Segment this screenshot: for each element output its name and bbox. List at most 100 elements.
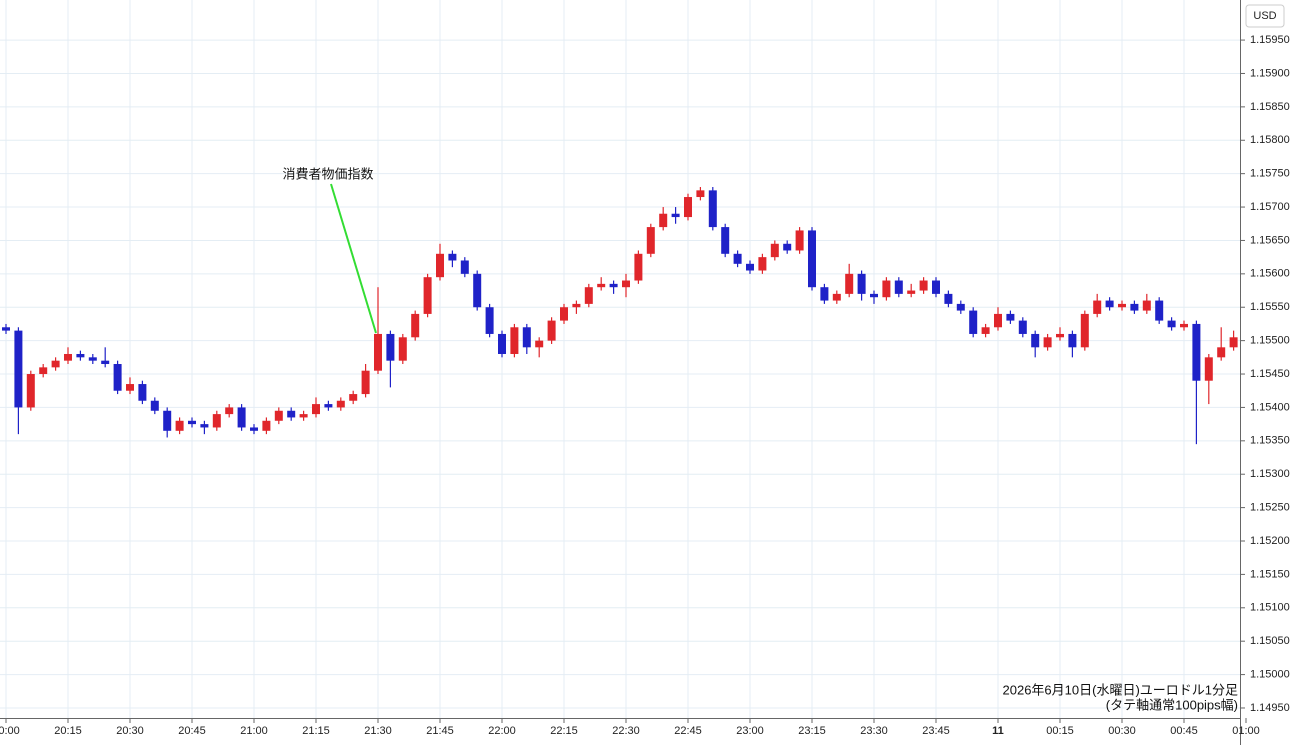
candle-body [907, 290, 916, 294]
candle-body [646, 227, 655, 254]
candle-body [845, 273, 854, 294]
candle-body [721, 227, 730, 254]
candle-body [126, 384, 134, 391]
candle-body [547, 320, 556, 341]
candle-body [312, 404, 320, 415]
currency-label: USD [1253, 10, 1276, 22]
candle-body [671, 213, 680, 218]
candle-body [250, 427, 258, 431]
currency-box [1245, 4, 1285, 28]
candle-body [1006, 313, 1015, 321]
annotation: 消費者物価指数 [282, 166, 373, 181]
candle-body [584, 287, 593, 304]
candle-body [39, 367, 48, 375]
x-tick-label: 20:30 [116, 725, 144, 737]
price-axis-panel [1241, 0, 1300, 745]
candle-body [510, 327, 519, 354]
candle-body [1018, 320, 1027, 334]
x-tick-label: 21:45 [426, 725, 454, 737]
y-tick-label: 1.15350 [1250, 435, 1290, 447]
annotation-line [330, 183, 377, 334]
candle-body [386, 333, 395, 361]
candle-body [1080, 313, 1089, 348]
candle-body [485, 307, 494, 334]
y-tick-label: 1.15800 [1250, 134, 1290, 146]
candle-body [609, 283, 618, 288]
x-tick-label: 20:00 [0, 725, 20, 737]
candle-body [1031, 333, 1040, 348]
candle-body [237, 407, 246, 428]
candle-body [138, 384, 147, 401]
y-tick-label: 1.15450 [1250, 368, 1290, 380]
candle-body [684, 197, 692, 218]
candle-body [1056, 333, 1064, 338]
grid [0, 0, 1240, 718]
candle-body [274, 410, 283, 421]
y-tick-label: 1.15100 [1250, 602, 1290, 614]
candle-body [2, 327, 10, 331]
candle-body [374, 333, 382, 371]
y-tick-label: 1.15150 [1250, 568, 1290, 580]
candle-body [200, 424, 209, 428]
candle-body [1155, 300, 1164, 321]
y-tick-label: 1.15500 [1250, 335, 1290, 347]
candle-body [932, 280, 940, 294]
candle-body [572, 303, 581, 308]
candle-body [522, 327, 531, 348]
candle-body [746, 263, 754, 271]
candle-body [560, 307, 568, 321]
candle-body [820, 287, 829, 301]
candle-body [64, 353, 72, 361]
x-tick-label: 00:45 [1170, 725, 1198, 737]
candle-body [460, 260, 469, 274]
x-tick-label: 21:15 [302, 725, 330, 737]
candle-body [150, 400, 159, 411]
y-tick-label: 1.15600 [1250, 268, 1290, 280]
y-tick-label: 1.15750 [1250, 168, 1290, 180]
candle-body [795, 230, 804, 251]
candle-body [696, 190, 705, 198]
candle-body [1118, 303, 1126, 308]
candle-body [101, 360, 110, 365]
candle-body [14, 330, 23, 408]
x-tick-label: 23:30 [860, 725, 888, 737]
y-tick-label: 1.15300 [1250, 468, 1290, 480]
y-tick-label: 1.14950 [1250, 702, 1290, 714]
candle-body [857, 273, 866, 294]
candle-body [423, 277, 432, 314]
candle-body [163, 410, 172, 431]
candle-body [336, 400, 345, 408]
candle-body [956, 303, 965, 311]
chart-title: 2026年6月10日(水曜日)ユーロドル1分足 [1003, 682, 1239, 697]
candle-body [832, 293, 841, 301]
candle-body [597, 283, 606, 288]
candle-body [882, 280, 891, 298]
y-tick-label: 1.15950 [1250, 34, 1290, 46]
y-tick-label: 1.15550 [1250, 301, 1290, 313]
candle-body [808, 230, 816, 288]
candle-body [1130, 303, 1139, 311]
x-tick-label: 22:15 [550, 725, 578, 737]
candle-body [1204, 357, 1213, 381]
y-tick-label: 1.15650 [1250, 234, 1290, 246]
candle-body [299, 414, 308, 418]
candle-body [212, 414, 221, 428]
x-tick-label: 23:15 [798, 725, 826, 737]
candle-body [1142, 300, 1151, 311]
candle-body [708, 190, 717, 228]
chart-subtitle: (タテ軸通常100pips幅) [1106, 697, 1238, 712]
candle-body [659, 213, 668, 228]
candle-body [225, 407, 234, 415]
candle-body [981, 327, 990, 334]
y-tick-label: 1.15700 [1250, 201, 1290, 213]
candle-body [1043, 337, 1052, 348]
candle-body [1192, 323, 1201, 381]
x-tick-label: 22:00 [488, 725, 516, 737]
y-tick-label: 1.15850 [1250, 101, 1290, 113]
y-tick-label: 1.15050 [1250, 635, 1290, 647]
candle-body [361, 370, 370, 395]
candle-body [622, 280, 630, 288]
